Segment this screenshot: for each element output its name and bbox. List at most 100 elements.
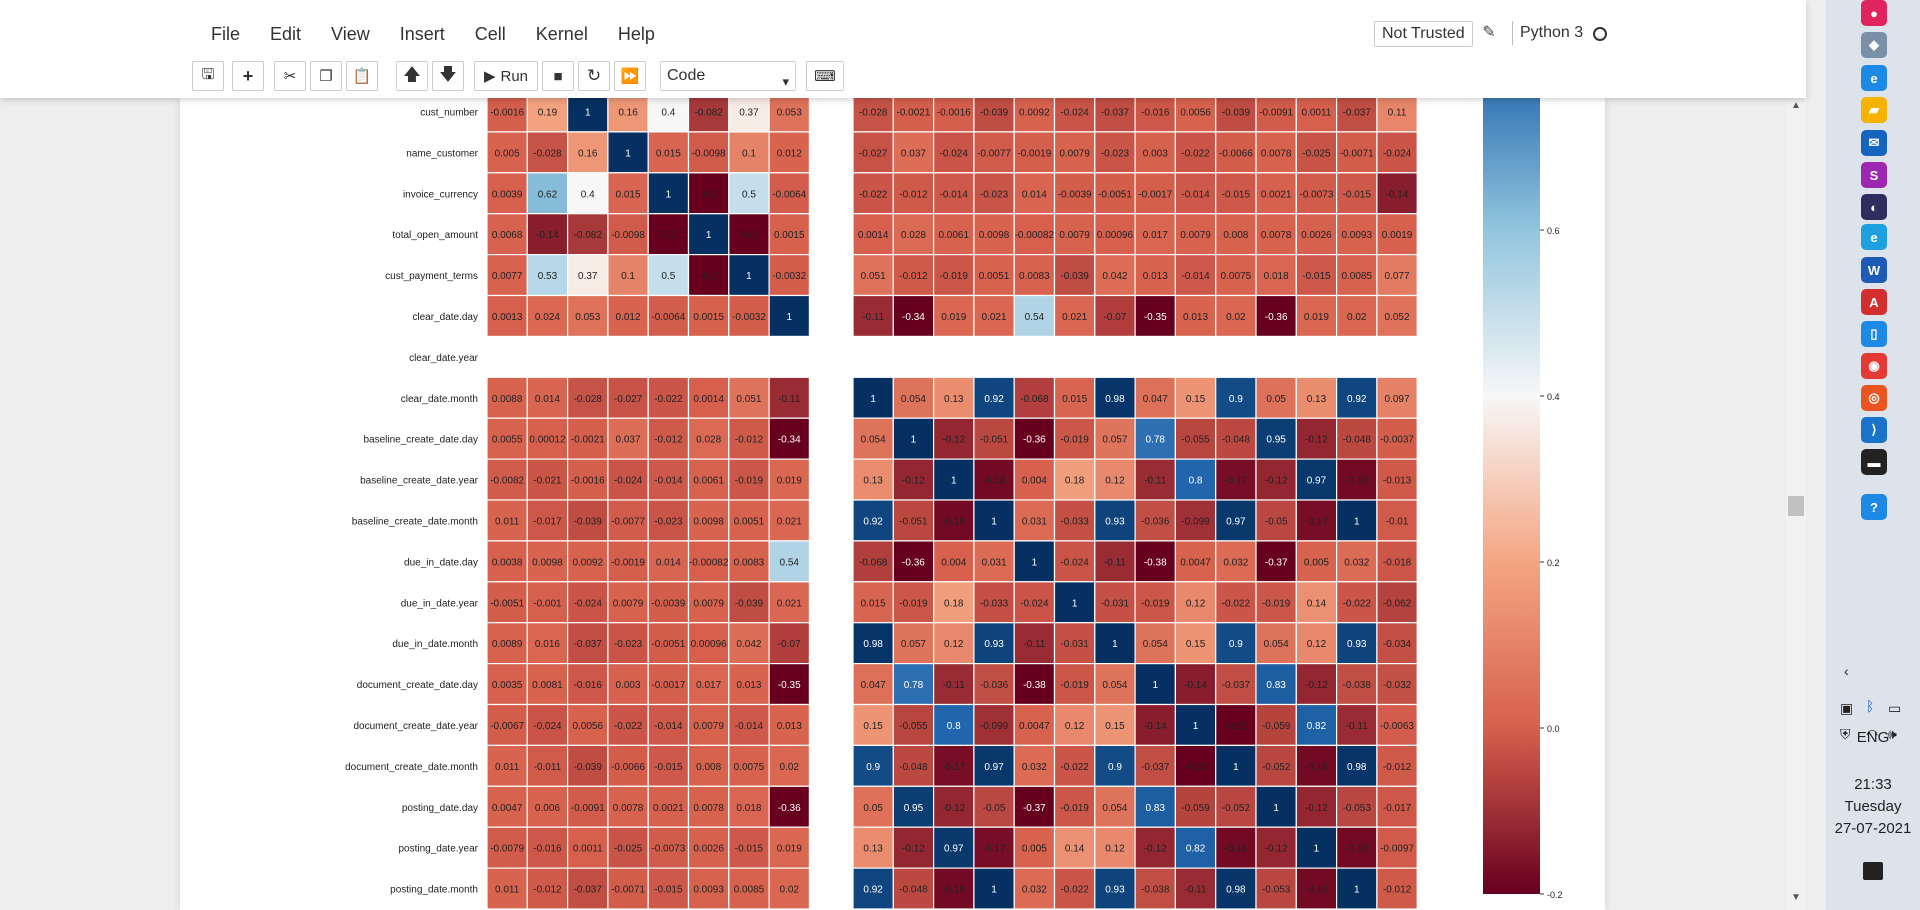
heatmap-cell [1094, 826, 1136, 869]
vscode-icon[interactable]: ⟩ [1861, 417, 1887, 443]
heatmap-cell-label: -0.38 [1023, 680, 1046, 691]
heatmap-cell [1174, 172, 1217, 215]
heatmap-cell-label: 1 [991, 885, 997, 896]
stop-button[interactable]: ■ [542, 61, 574, 91]
language-indicator[interactable]: ENG [1856, 729, 1890, 746]
heatmap-cell [1335, 417, 1378, 460]
heatmap-cell [932, 294, 975, 338]
heatmap-cell [687, 867, 730, 910]
eclipse-icon[interactable]: ◐ [1861, 194, 1887, 220]
menu-file[interactable]: File [211, 23, 241, 44]
heatmap-cell-label: 0.051 [861, 271, 886, 282]
clock-date[interactable]: 27-07-2021 [1834, 820, 1912, 837]
save-button[interactable]: 🖫 [192, 61, 224, 91]
menu-kernel[interactable]: Kernel [535, 23, 588, 44]
heatmap-cell-label: 0.02 [1347, 312, 1367, 323]
3d-viewer-icon[interactable]: ◆ [1861, 32, 1887, 58]
heatmap-cell [1053, 826, 1096, 869]
file-explorer-icon[interactable]: ▰ [1861, 97, 1887, 123]
heatmap-cell-label: 0.83 [1146, 803, 1166, 814]
row-label: cust_number [420, 107, 478, 118]
notification-icon[interactable] [1863, 862, 1883, 880]
pencil-icon[interactable]: ✎ [1482, 24, 1496, 41]
heatmap-cell [526, 867, 569, 910]
mail-icon[interactable]: ✉ [1861, 130, 1887, 156]
heatmap-cell-label: -0.14 [1386, 189, 1409, 200]
restart-button[interactable]: ↻ [578, 61, 610, 91]
row-label: posting_date.day [402, 803, 478, 814]
heatmap-cell-label: 0.5 [661, 271, 675, 282]
heatmap-cell [647, 213, 690, 256]
move-down-button[interactable]: 🡇 [432, 61, 464, 91]
help-icon[interactable]: ? [1861, 494, 1887, 520]
menu-help[interactable]: Help [617, 23, 655, 44]
row-label: due_in_date.month [392, 639, 478, 650]
battery-icon[interactable]: ▭ [1888, 700, 1902, 716]
heatmap-cell-label: 0.37 [578, 271, 598, 282]
volume-icon[interactable]: 🕪 [1888, 726, 1897, 742]
row-label: name_customer [406, 148, 478, 159]
command-palette-button[interactable]: ⌨ [806, 61, 844, 91]
heatmap-cell [486, 254, 528, 297]
heatmap-cell [647, 254, 690, 297]
insert-cell-button[interactable]: + [232, 61, 264, 91]
heatmap-cell-label: -0.0077 [977, 148, 1011, 159]
terminal-icon[interactable]: ▬ [1861, 449, 1887, 475]
scroll-down-icon[interactable]: ▼ [1791, 892, 1801, 903]
bluetooth-icon[interactable]: ᛒ [1866, 698, 1875, 714]
teams-meet-icon[interactable]: ▣ [1840, 700, 1854, 716]
ie-icon[interactable]: e [1861, 224, 1887, 250]
heatmap-cell [1013, 867, 1056, 910]
clock-day[interactable]: Tuesday [1844, 798, 1902, 815]
heatmap-cell-label: -0.016 [574, 680, 603, 691]
ubuntu-icon[interactable]: ◎ [1861, 385, 1887, 411]
heatmap-cell-label: 0.1 [742, 148, 756, 159]
menu-view[interactable]: View [331, 23, 370, 44]
heatmap-cell-label: -0.051 [980, 435, 1009, 446]
clock-time[interactable]: 21:33 [1854, 776, 1892, 793]
heatmap-cell [1335, 499, 1378, 542]
wifi-icon[interactable]: ◠ [1866, 726, 1879, 742]
heatmap-cell-label: -0.053 [1343, 803, 1372, 814]
word-icon[interactable]: W [1861, 257, 1887, 283]
heatmap-cell [607, 622, 649, 665]
copy-button[interactable]: ❐ [310, 61, 342, 91]
heatmap-cell [607, 703, 649, 747]
heatmap-cell-label: -0.024 [1383, 148, 1412, 159]
menu-insert[interactable]: Insert [399, 23, 445, 44]
cut-button[interactable]: ✂ [274, 61, 306, 91]
phone-icon[interactable]: ▯ [1861, 321, 1887, 347]
cell-type-select[interactable]: Code ▾ [660, 61, 796, 91]
record-icon[interactable]: ● [1861, 0, 1887, 26]
paste-button[interactable]: 📋 [346, 61, 378, 91]
chevron-left-icon[interactable]: ‹ [1844, 663, 1849, 679]
move-up-button[interactable]: 🡅 [396, 61, 428, 91]
heatmap-cell-label: -0.068 [859, 557, 888, 568]
heatmap-cell-label: 1 [911, 435, 917, 446]
chrome-icon[interactable]: ◉ [1861, 353, 1887, 379]
heatmap-cell-label: -0.0067 [490, 721, 524, 732]
heatmap-cell [526, 826, 569, 869]
heatmap-cell-label: 0.98 [863, 639, 883, 650]
heatmap-cell [1174, 581, 1217, 624]
heatmap-cell-label: -0.0019 [1017, 148, 1051, 159]
acrobat-icon[interactable]: A [1861, 289, 1887, 315]
menu-edit[interactable]: Edit [270, 23, 302, 44]
shield-icon[interactable]: ⛨ [1840, 726, 1851, 742]
scroll-up-icon[interactable]: ▲ [1791, 100, 1801, 111]
onenote-icon[interactable]: S [1861, 162, 1887, 188]
heatmap-cell-label: -0.11 [1104, 557, 1126, 568]
trust-status-button[interactable]: Not Trusted [1374, 21, 1473, 47]
heatmap-cell-label: -0.031 [1101, 598, 1130, 609]
menu-cell[interactable]: Cell [474, 23, 506, 44]
heatmap-cell-label: -0.022 [859, 189, 888, 200]
heatmap-cell-label: -0.022 [1343, 598, 1372, 609]
run-button[interactable]: ▶ Run [474, 61, 538, 91]
edge-icon[interactable]: e [1861, 65, 1887, 91]
heatmap-cell-label: 0.97 [944, 844, 964, 855]
heatmap-cell [768, 131, 810, 174]
scrollbar-thumb[interactable] [1788, 496, 1804, 516]
restart-run-all-button[interactable]: ⏩ [614, 61, 646, 91]
heatmap-cell-label: 0.00096 [691, 639, 728, 650]
heatmap-cell-label: -0.0039 [1058, 189, 1092, 200]
